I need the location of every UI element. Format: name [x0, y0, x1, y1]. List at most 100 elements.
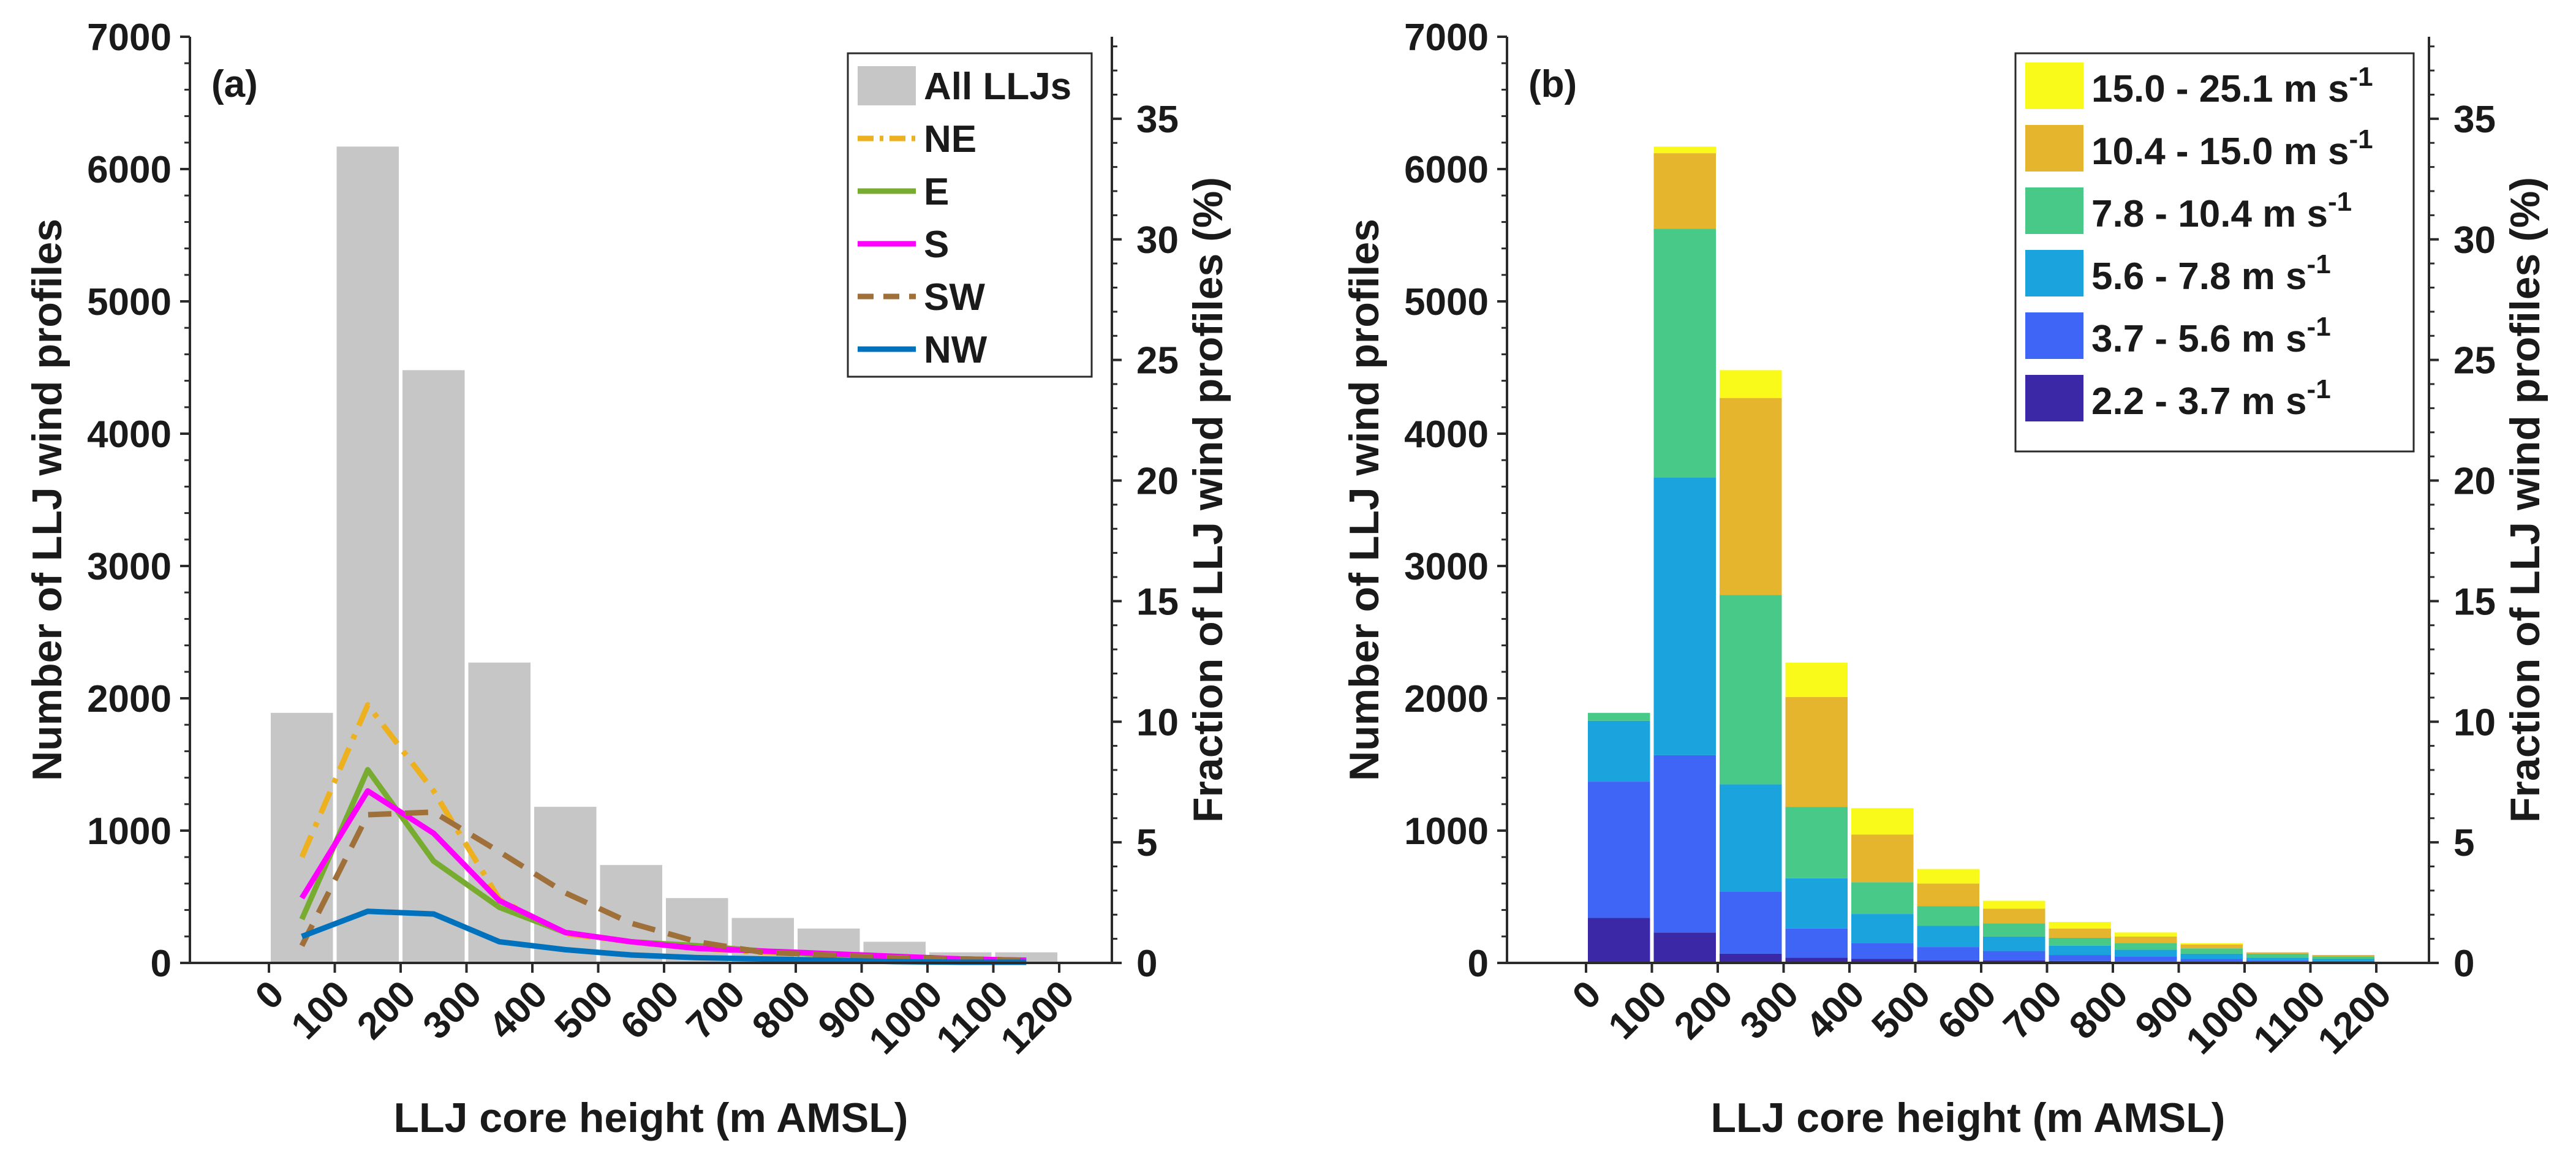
y-left-tick-label: 5000 — [87, 281, 172, 323]
stacked-bar-segment-3 — [2312, 956, 2374, 959]
stacked-bar-segment-4 — [2180, 944, 2243, 949]
stacked-bar-segment-1 — [2180, 959, 2243, 962]
y-right-tick-label: 30 — [1136, 219, 1179, 262]
stacked-bar-segment-4 — [2246, 952, 2309, 954]
stacked-bar-segment-4 — [2115, 936, 2177, 943]
stacked-bar-segment-0 — [1785, 957, 1848, 963]
stacked-bar-segment-3 — [2115, 943, 2177, 950]
x-tick-label: 0 — [247, 973, 292, 1017]
legend-label: NW — [924, 329, 988, 371]
stacked-bar-segment-5 — [1851, 808, 1914, 835]
stacked-bar-segment-5 — [2049, 922, 2111, 929]
stacked-bar-segment-3 — [1983, 923, 2045, 937]
y-left-tick-label: 6000 — [1404, 149, 1489, 191]
y-left-tick-label: 7000 — [87, 17, 172, 59]
stacked-bar-segment-5 — [1785, 662, 1848, 697]
legend-label: 2.2 - 3.7 m s-1 — [2091, 374, 2331, 423]
stacked-bar-segment-2 — [2312, 959, 2374, 961]
legend-label-main: 3.7 - 5.6 m s — [2091, 318, 2307, 360]
x-tick-label: 200 — [1666, 973, 1741, 1047]
legend-label-superscript: -1 — [2307, 249, 2331, 279]
stacked-bar-segment-0 — [1588, 918, 1650, 963]
stacked-bar-segment-0 — [1983, 960, 2045, 963]
x-tick-label: 400 — [481, 973, 556, 1047]
stacked-bar-segment-4 — [1720, 398, 1782, 595]
legend-label-main: 10.4 - 15.0 m s — [2091, 130, 2349, 173]
legend-swatch — [2025, 187, 2083, 234]
x-tick-label: 500 — [1864, 973, 1938, 1047]
legend-swatch — [2025, 375, 2083, 421]
y-right-tick-label: 25 — [1136, 340, 1179, 382]
x-tick-label: 100 — [283, 973, 358, 1047]
y-left-tick-label: 0 — [151, 943, 172, 985]
stacked-bar-segment-2 — [2049, 945, 2111, 956]
y-right-tick-label: 35 — [2453, 99, 2496, 141]
stacked-bar-segment-4 — [1917, 883, 1979, 907]
legend-label: 5.6 - 7.8 m s-1 — [2091, 249, 2331, 298]
legend-swatch — [2025, 312, 2083, 359]
stacked-bar-segment-1 — [1851, 943, 1914, 959]
x-tick-label: 800 — [744, 973, 819, 1047]
stacked-bar-segment-3 — [1720, 595, 1782, 785]
x-tick-label: 1200 — [2310, 973, 2400, 1062]
stacked-bar-segment-1 — [1653, 755, 1716, 933]
x-tick-label: 600 — [613, 973, 687, 1047]
x-axis-title: LLJ core height (m AMSL) — [1711, 1095, 2226, 1141]
x-tick-label: 700 — [1995, 973, 2070, 1047]
line-sw — [299, 809, 1027, 964]
legend-label-superscript: -1 — [2307, 374, 2331, 404]
stacked-bar-segment-5 — [1653, 146, 1716, 154]
stacked-bar-segment-2 — [1653, 477, 1716, 755]
legend-label-superscript: -1 — [2307, 312, 2331, 342]
x-tick-label: 100 — [1600, 973, 1675, 1047]
y-left-tick-label: 1000 — [1404, 810, 1489, 853]
y-right-tick-label: 10 — [2453, 701, 2496, 744]
y-right-tick-label: 20 — [2453, 461, 2496, 503]
legend-label-main: 7.8 - 10.4 m s — [2091, 193, 2328, 235]
y-left-tick-label: 6000 — [87, 149, 172, 191]
stacked-bar-segment-3 — [1588, 712, 1650, 721]
y-right-tick-label: 0 — [1136, 943, 1157, 985]
legend-box — [847, 52, 1093, 378]
legend-label: SW — [924, 276, 985, 319]
bar-all-lljs — [336, 146, 399, 963]
legend-label: E — [924, 171, 949, 213]
y-left-tick-label: 1000 — [87, 810, 172, 853]
x-tick-label: 400 — [1798, 973, 1873, 1047]
stacked-bar-segment-4 — [2312, 955, 2374, 957]
x-tick-label: 300 — [1732, 973, 1807, 1047]
y-right-axis-title: Fraction of LLJ wind profiles (%) — [2502, 177, 2548, 823]
stacked-bar-segment-1 — [1720, 891, 1782, 954]
x-axis-title: LLJ core height (m AMSL) — [394, 1095, 908, 1141]
stacked-bar-segment-1 — [1983, 951, 2045, 960]
y-left-tick-label: 4000 — [1404, 413, 1489, 456]
y-right-tick-label: 30 — [2453, 219, 2496, 262]
legend-label: 15.0 - 25.1 m s-1 — [2091, 62, 2373, 110]
stacked-bar-segment-4 — [1653, 153, 1716, 229]
legend-label-main: 5.6 - 7.8 m s — [2091, 255, 2307, 298]
x-tick-label: 0 — [1565, 973, 1609, 1017]
bars — [1588, 146, 2374, 963]
stacked-bar-segment-5 — [1720, 370, 1782, 398]
legend-label-main: 2.2 - 3.7 m s — [2091, 380, 2307, 423]
stacked-bar-segment-2 — [1588, 720, 1650, 782]
x-tick-label: 500 — [546, 973, 621, 1047]
stacked-bar-segment-3 — [1785, 807, 1848, 878]
legend-label: 3.7 - 5.6 m s-1 — [2091, 312, 2331, 360]
stacked-bar-segment-2 — [1851, 914, 1914, 943]
x-tick-label: 1100 — [2245, 973, 2333, 1061]
stacked-bar-segment-4 — [1851, 834, 1914, 883]
stacked-bar-segment-5 — [1983, 900, 2045, 909]
stacked-bar-segment-1 — [2049, 955, 2111, 961]
stacked-bar-segment-1 — [1917, 947, 1979, 960]
y-right-tick-label: 5 — [1136, 822, 1157, 864]
y-left-axis-title: Number of LLJ wind profiles — [24, 219, 70, 781]
y-left-tick-label: 3000 — [1404, 546, 1489, 588]
stacked-bar-segment-1 — [2115, 956, 2177, 962]
stacked-bar-segment-2 — [2115, 949, 2177, 957]
x-tick-label: 1200 — [993, 973, 1082, 1062]
panel-label: (b) — [1528, 63, 1577, 105]
legend-label-superscript: -1 — [2328, 187, 2352, 217]
legend-label: NE — [924, 118, 976, 160]
y-right-tick-label: 20 — [1136, 461, 1179, 503]
